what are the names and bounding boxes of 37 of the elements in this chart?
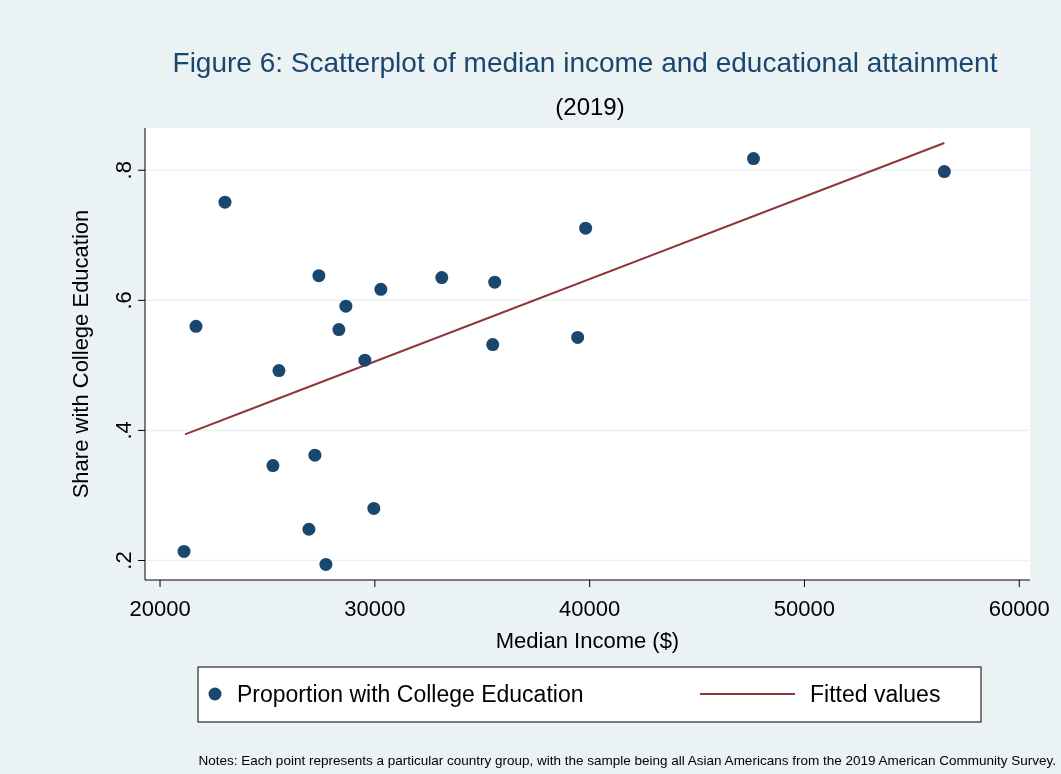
point — [486, 338, 500, 352]
point — [488, 275, 502, 289]
x-tick-label: 50000 — [773, 596, 836, 621]
x-tick-label: 20000 — [129, 596, 191, 621]
point — [308, 448, 322, 462]
point — [435, 271, 449, 285]
point — [177, 544, 191, 558]
chart-title: Figure 6: Scatterplot of median income and educational attainment — [172, 47, 998, 78]
legend-label: Proportion with College Education — [237, 681, 584, 707]
text: Notes: Each point represents a particular country group, with the sample being all Asian Americans from the 2019 American Community Survey. — [198, 753, 1056, 768]
x-tick-label: 30000 — [344, 596, 406, 621]
point — [747, 152, 760, 166]
point — [272, 364, 286, 378]
point — [302, 522, 316, 536]
point — [367, 501, 381, 515]
point — [579, 221, 593, 235]
y-axis-title: Share with College Education — [68, 209, 93, 499]
x-tick-label: 40000 — [559, 596, 621, 621]
legend-label: Fitted values — [810, 681, 941, 707]
y-tick-label: .6 — [111, 291, 136, 310]
point — [266, 459, 280, 473]
point — [189, 319, 203, 333]
x-tick-label: 60000 — [988, 596, 1050, 621]
point — [937, 165, 951, 179]
y-tick-label: .2 — [111, 551, 136, 570]
point — [218, 195, 232, 209]
point — [339, 299, 353, 313]
point — [358, 353, 372, 367]
point — [332, 323, 346, 337]
point — [571, 330, 585, 344]
point — [319, 557, 333, 571]
y-tick-label: .4 — [111, 421, 136, 440]
chart-subtitle: (2019) — [555, 93, 625, 120]
y-tick-label: .8 — [111, 161, 136, 180]
point — [312, 269, 326, 283]
point — [374, 282, 388, 296]
x-axis-title: Median Income ($) — [495, 628, 680, 653]
